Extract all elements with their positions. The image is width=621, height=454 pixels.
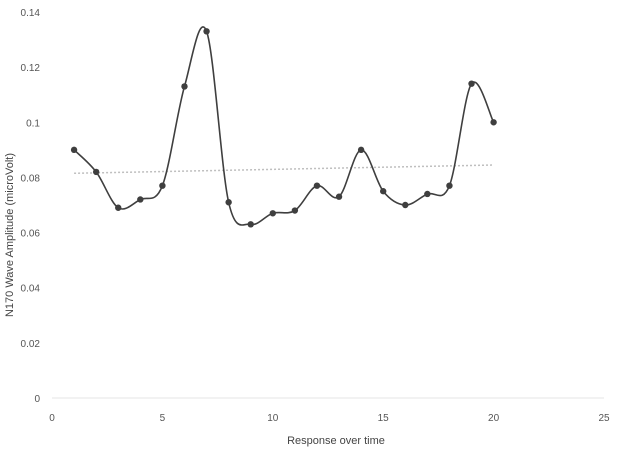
data-point <box>424 190 431 198</box>
y-axis-title: N170 Wave Amplitude (microVolt) <box>4 153 16 317</box>
y-tick-label: 0.02 <box>21 339 41 350</box>
data-point <box>115 204 122 211</box>
y-axis-ticks: 0 0.02 0.04 0.06 0.08 0.1 0.12 0.14 <box>21 8 41 405</box>
data-point <box>357 146 365 154</box>
y-tick-label: 0 <box>34 394 40 405</box>
data-point <box>269 210 276 217</box>
data-points <box>70 28 497 228</box>
x-tick-label: 15 <box>378 413 390 424</box>
data-point <box>291 207 299 214</box>
x-tick-label: 10 <box>267 413 279 424</box>
series-line <box>73 26 495 226</box>
data-point <box>335 193 343 200</box>
data-point <box>313 182 321 189</box>
data-point <box>402 201 409 209</box>
data-point <box>70 146 78 154</box>
data-point <box>247 221 254 228</box>
y-tick-label: 0.1 <box>26 118 40 129</box>
data-point <box>380 188 387 195</box>
x-tick-label: 5 <box>160 413 166 424</box>
data-point <box>137 196 144 203</box>
data-point <box>92 168 100 176</box>
y-tick-label: 0.12 <box>21 63 41 74</box>
data-point <box>490 119 497 126</box>
x-tick-label: 0 <box>49 413 55 424</box>
x-tick-label: 25 <box>598 413 610 424</box>
x-tick-label: 20 <box>488 413 500 424</box>
data-point <box>468 80 475 87</box>
data-point <box>446 182 453 189</box>
x-axis-ticks: 0 5 10 15 20 25 <box>49 413 610 424</box>
x-axis-title: Response over time <box>287 435 385 447</box>
y-tick-label: 0.06 <box>21 229 41 240</box>
y-tick-label: 0.14 <box>21 8 41 19</box>
trendline <box>74 164 494 175</box>
data-point <box>203 28 210 35</box>
data-point <box>225 199 232 206</box>
data-point <box>159 182 166 189</box>
y-tick-label: 0.08 <box>21 173 41 184</box>
data-point <box>181 83 188 90</box>
y-tick-label: 0.04 <box>21 284 41 295</box>
